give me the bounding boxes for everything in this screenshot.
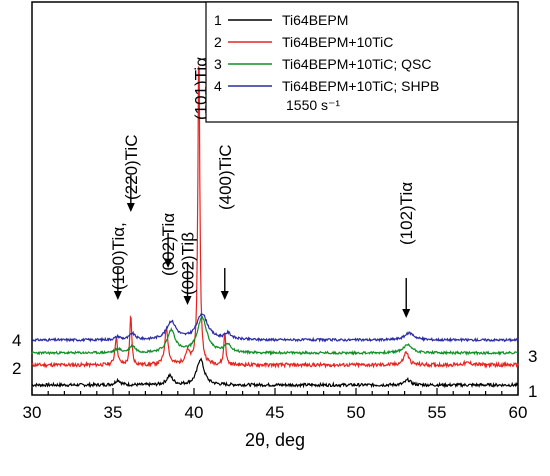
- legend-entry-label: Ti64BEPM: [282, 12, 348, 28]
- x-tick-label: 40: [185, 403, 204, 422]
- legend-entry-label: Ti64BEPM+10TiC; QSC: [282, 56, 432, 72]
- legend-box: [205, 1, 519, 123]
- side-label-layer: 4 2 3 1: [12, 331, 537, 401]
- peak-annotation-label: (400)TiC: [216, 145, 235, 211]
- peak-arrow-head: [164, 259, 173, 268]
- series-line-1: [31, 357, 519, 389]
- x-tick-label: 35: [104, 403, 123, 422]
- peak-annotation-label: (220)TiC: [122, 135, 141, 201]
- peak-arrow-head: [126, 203, 135, 212]
- legend-entry-label: Ti64BEPM+10TiC; SHPB: [282, 78, 439, 94]
- legend-note: 1550 s⁻¹: [286, 97, 340, 113]
- series-line-3: [31, 315, 519, 356]
- peak-arrow-head: [183, 296, 192, 305]
- series-layer: [31, 66, 519, 389]
- x-tick-label: 60: [509, 403, 528, 422]
- peak-arrow-head: [402, 309, 411, 318]
- peak-annotation: (002)Tiα: [159, 213, 178, 276]
- curve-number-label: 2: [12, 359, 21, 378]
- legend-entry-number: 3: [214, 56, 222, 72]
- legend-entries: 1 Ti64BEPM 2 Ti64BEPM+10TiC 3 Ti64BEPM+10TiC;…: [214, 12, 439, 94]
- x-tick-label: 45: [266, 403, 285, 422]
- peak-annotation: (100)Tiα,: [109, 222, 128, 300]
- legend-entry-label: Ti64BEPM+10TiC: [282, 34, 393, 50]
- peak-annotation: (002)Tiβ: [179, 232, 198, 305]
- tick-layer: 30 35 40 45 50 55 60: [23, 388, 528, 422]
- legend-entry-number: 4: [214, 78, 222, 94]
- annotation-layer: (100)Tiα,(220)TiC(002)Tiα(002)Tiβ(101)Ti…: [109, 57, 416, 318]
- legend-entry-number: 2: [214, 34, 222, 50]
- peak-annotation: (220)TiC: [122, 135, 141, 212]
- legend-entry-number: 1: [214, 12, 222, 28]
- series-line-4: [31, 313, 519, 343]
- peak-annotation: (102)Tiα: [397, 182, 416, 318]
- peak-annotation-label: (100)Tiα,: [109, 222, 128, 290]
- curve-number-label: 3: [528, 347, 537, 366]
- curve-number-label: 1: [528, 382, 537, 401]
- x-tick-label: 55: [428, 403, 447, 422]
- peak-arrow-head: [220, 291, 229, 300]
- peak-arrow-head: [113, 291, 122, 300]
- peak-annotation: (400)TiC: [216, 145, 235, 300]
- x-axis-title: 2θ, deg: [245, 430, 305, 450]
- peak-annotation-label: (102)Tiα: [397, 182, 416, 245]
- series-line-2: [31, 66, 519, 369]
- curve-number-label: 4: [12, 331, 21, 350]
- legend: 1 Ti64BEPM 2 Ti64BEPM+10TiC 3 Ti64BEPM+10TiC;…: [205, 1, 519, 123]
- x-tick-label: 50: [347, 403, 366, 422]
- x-tick-label: 30: [23, 403, 42, 422]
